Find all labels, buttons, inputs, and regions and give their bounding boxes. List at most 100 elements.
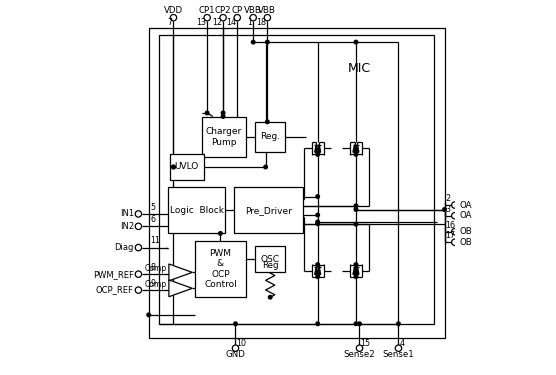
Circle shape xyxy=(358,322,361,326)
Circle shape xyxy=(354,275,358,279)
Circle shape xyxy=(170,15,177,21)
Circle shape xyxy=(266,40,269,44)
Text: OB: OB xyxy=(459,227,472,236)
Circle shape xyxy=(316,263,320,266)
Text: 12: 12 xyxy=(212,18,222,27)
Text: 13: 13 xyxy=(196,18,206,27)
Text: OSC: OSC xyxy=(261,255,280,264)
Text: GND: GND xyxy=(226,351,245,360)
Circle shape xyxy=(204,15,210,21)
Text: 3: 3 xyxy=(445,205,450,214)
Text: 15: 15 xyxy=(360,339,371,348)
Polygon shape xyxy=(356,145,359,152)
Text: CP1: CP1 xyxy=(199,6,216,15)
Circle shape xyxy=(135,244,142,251)
Circle shape xyxy=(451,202,458,208)
Text: Sense2: Sense2 xyxy=(344,351,375,360)
Text: Reg: Reg xyxy=(262,261,279,270)
Text: VBB: VBB xyxy=(259,6,276,15)
Polygon shape xyxy=(169,264,192,281)
Text: 7: 7 xyxy=(167,18,172,27)
Circle shape xyxy=(354,40,358,44)
Circle shape xyxy=(135,211,142,217)
Text: OA: OA xyxy=(459,211,472,220)
Text: 8: 8 xyxy=(151,263,156,272)
Circle shape xyxy=(316,220,320,224)
Circle shape xyxy=(264,165,267,169)
Text: PWM
&
OCP
Control: PWM & OCP Control xyxy=(204,249,237,289)
Circle shape xyxy=(395,345,401,351)
Circle shape xyxy=(354,204,358,207)
Text: IN2: IN2 xyxy=(120,222,134,231)
Circle shape xyxy=(443,208,446,211)
Polygon shape xyxy=(353,145,356,152)
Polygon shape xyxy=(317,267,321,274)
Circle shape xyxy=(316,213,320,217)
Text: 1: 1 xyxy=(247,18,252,27)
Text: 10: 10 xyxy=(236,339,246,348)
Text: Sense1: Sense1 xyxy=(383,351,414,360)
Circle shape xyxy=(221,115,225,118)
Text: 18: 18 xyxy=(256,18,266,27)
Text: Charger
Pump: Charger Pump xyxy=(206,127,242,147)
Circle shape xyxy=(354,263,358,266)
Circle shape xyxy=(354,208,358,211)
Text: Comp: Comp xyxy=(145,264,167,273)
Text: CP2: CP2 xyxy=(215,6,231,15)
Bar xyxy=(160,35,434,324)
Circle shape xyxy=(316,153,320,156)
Circle shape xyxy=(264,15,271,21)
Text: CP: CP xyxy=(232,6,243,15)
Circle shape xyxy=(266,120,269,124)
Text: 11: 11 xyxy=(151,237,161,246)
Text: VBB: VBB xyxy=(244,6,262,15)
Text: MIC: MIC xyxy=(348,62,371,75)
Circle shape xyxy=(221,111,225,115)
Circle shape xyxy=(251,40,255,44)
Text: 14: 14 xyxy=(226,18,236,27)
Bar xyxy=(202,117,246,157)
Bar xyxy=(195,240,246,297)
Bar xyxy=(148,28,444,338)
Text: Reg.: Reg. xyxy=(260,132,280,141)
Bar xyxy=(168,188,225,233)
Polygon shape xyxy=(169,280,192,297)
Circle shape xyxy=(220,15,226,21)
Circle shape xyxy=(135,223,142,230)
Text: Diag: Diag xyxy=(115,243,134,252)
Circle shape xyxy=(219,232,222,235)
Text: Comp: Comp xyxy=(145,280,167,290)
Circle shape xyxy=(451,239,458,246)
Circle shape xyxy=(316,275,320,279)
Polygon shape xyxy=(353,267,356,274)
Polygon shape xyxy=(356,267,359,274)
Polygon shape xyxy=(315,145,318,152)
Text: VDD: VDD xyxy=(164,6,183,15)
Circle shape xyxy=(147,313,151,316)
Circle shape xyxy=(354,222,358,226)
Circle shape xyxy=(396,322,400,326)
Text: PWM_REF: PWM_REF xyxy=(93,270,134,279)
Text: IN1: IN1 xyxy=(120,209,134,218)
Circle shape xyxy=(316,322,320,326)
Circle shape xyxy=(451,228,458,235)
Text: OB: OB xyxy=(459,238,472,247)
Text: 9: 9 xyxy=(151,279,156,288)
Text: OA: OA xyxy=(459,201,472,210)
Circle shape xyxy=(172,165,175,169)
Circle shape xyxy=(269,296,272,299)
Text: Logic  Block: Logic Block xyxy=(170,206,224,215)
Text: 17: 17 xyxy=(445,231,456,240)
Circle shape xyxy=(451,213,458,219)
Text: Pre_Driver: Pre_Driver xyxy=(245,206,292,215)
Text: UVLO: UVLO xyxy=(175,162,199,171)
Bar xyxy=(255,246,285,272)
Circle shape xyxy=(250,15,256,21)
Circle shape xyxy=(232,345,239,351)
Bar xyxy=(234,188,303,233)
Circle shape xyxy=(135,271,142,278)
Circle shape xyxy=(234,322,237,326)
Bar xyxy=(170,154,203,180)
Circle shape xyxy=(205,111,209,115)
Circle shape xyxy=(316,222,320,225)
